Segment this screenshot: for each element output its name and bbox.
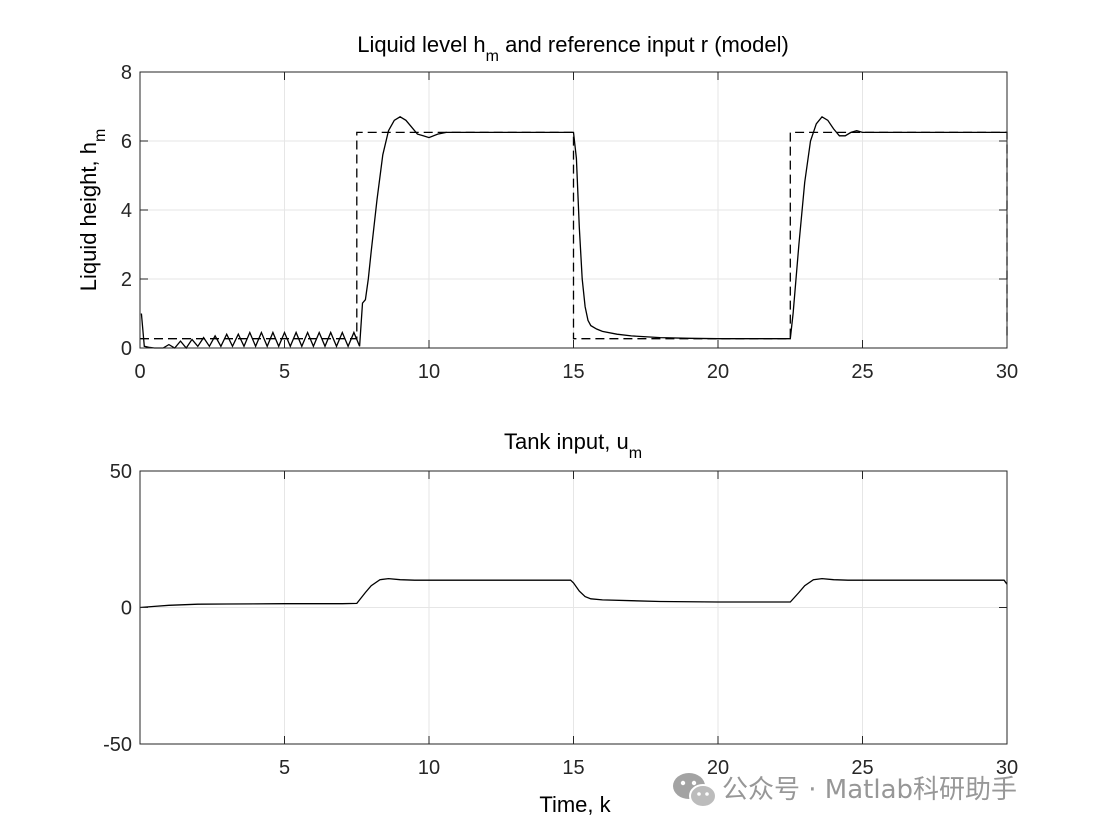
top-plot-ytick-label: 4 [121, 200, 132, 222]
top-plot-ytick-label: 8 [121, 62, 132, 84]
top-plot-series-reference-dashed-line [140, 131, 1008, 340]
bottom-plot: 5 10 15 20 25 30 -50 0 50 Tank input, um Time, k [103, 429, 1018, 817]
bottom-plot-xtick-label: 10 [418, 757, 440, 779]
top-plot-title-subscript: m [486, 48, 499, 65]
top-plot-xtick-label: 15 [562, 361, 584, 383]
top-plot-ytick-label: 0 [121, 338, 132, 360]
bottom-plot-series-solid-line [139, 577, 1008, 609]
bottom-plot-xtick-label: 5 [279, 757, 290, 779]
bottom-plot-xtick-label: 30 [996, 757, 1018, 779]
top-plot-ylabel: Liquid height, hm [76, 129, 109, 292]
top-plot-ytick-label: 6 [121, 131, 132, 153]
top-plot-series [140, 115, 1008, 350]
bottom-plot-xtick-label: 25 [851, 757, 873, 779]
top-plot-title-rest: and reference input r (model) [499, 32, 789, 57]
top-plot-xtick-label: 30 [996, 361, 1018, 383]
wechat-icon [673, 773, 717, 808]
top-plot-ticks: 0 5 10 15 20 25 30 0 2 4 6 8 [121, 62, 1018, 383]
bottom-plot-xlabel: Time, k [539, 792, 611, 817]
bottom-plot-series [139, 577, 1008, 609]
bottom-plot-title-main: Tank input, u [504, 429, 629, 454]
top-plot-ytick-label: 2 [121, 269, 132, 291]
top-plot-xtick-label: 0 [134, 361, 145, 383]
top-plot-ylabel-subscript: m [92, 129, 109, 142]
top-plot-title-main: Liquid level h [357, 32, 485, 57]
watermark-text: 公众号 · Matlab科研助手 [722, 775, 1017, 805]
bottom-plot-ytick-label: -50 [103, 734, 132, 756]
top-plot-series-solid-line [140, 115, 1007, 350]
bottom-plot-xtick-label: 15 [562, 757, 584, 779]
bottom-plot-ytick-label: 0 [121, 598, 132, 620]
bottom-plot-title: Tank input, um [504, 429, 642, 462]
bottom-plot-xtick-label: 20 [707, 757, 729, 779]
bottom-plot-grid [140, 470, 1008, 745]
bottom-plot-title-subscript: m [629, 445, 642, 462]
top-plot-title: Liquid level hm and reference input r (m… [357, 32, 789, 65]
top-plot-xtick-label: 5 [279, 361, 290, 383]
bottom-plot-ytick-label: 50 [110, 461, 132, 483]
top-plot-xtick-label: 10 [418, 361, 440, 383]
top-plot-xtick-label: 25 [851, 361, 873, 383]
top-plot-ylabel-main: Liquid height, h [76, 142, 101, 291]
top-plot-xtick-label: 20 [707, 361, 729, 383]
watermark: 公众号 · Matlab科研助手 [673, 773, 1017, 808]
bottom-plot-ticks: 5 10 15 20 25 30 -50 0 50 [103, 461, 1018, 779]
